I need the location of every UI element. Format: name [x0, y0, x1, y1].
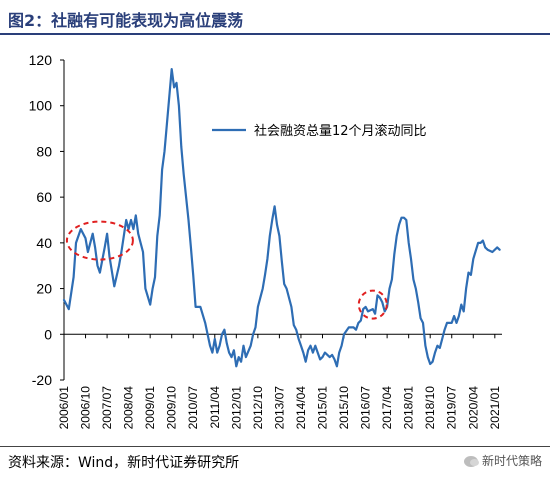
- figure-label: 图2：: [8, 11, 52, 30]
- x-tick-label: 2008/04: [122, 386, 136, 430]
- series-line: [62, 67, 501, 368]
- annotation-ellipse: [357, 289, 388, 320]
- x-tick-label: 2017/04: [380, 386, 394, 430]
- watermark-text: 新时代策略: [481, 454, 542, 468]
- x-tick-label: 2018/01: [402, 386, 416, 430]
- y-tick-label: 120: [29, 52, 53, 68]
- x-tick-label: 2021/01: [488, 386, 502, 430]
- y-tick-label: 100: [29, 98, 53, 114]
- x-tick-label: 2006/01: [57, 386, 71, 430]
- wechat-icon: [463, 456, 479, 467]
- x-tick-label: 2015/01: [315, 386, 329, 430]
- header-divider: [0, 33, 550, 35]
- x-tick-label: 2019/07: [445, 386, 459, 430]
- x-tick-label: 2010/07: [186, 386, 200, 430]
- x-tick-label: 2011/04: [208, 386, 222, 429]
- y-tick-label: 20: [36, 281, 52, 297]
- annotation-ellipse: [65, 220, 134, 261]
- x-tick-label: 2007/07: [100, 386, 114, 430]
- x-tick-label: 2012/10: [251, 386, 265, 430]
- x-tick-label: 2015/10: [337, 386, 351, 430]
- figure-title-text: 社融有可能表现为高位震荡: [51, 11, 244, 30]
- legend-label: 社会融资总量12个月滚动同比: [254, 123, 427, 139]
- y-tick-label: 0: [44, 326, 52, 342]
- x-tick-label: 2020/04: [466, 386, 480, 430]
- figure-title: 图2：社融有可能表现为高位震荡: [8, 7, 243, 31]
- x-tick-label: 2014/04: [294, 386, 308, 430]
- x-tick-label: 2009/10: [165, 386, 179, 430]
- x-tick-label: 2012/01: [229, 386, 243, 430]
- source-note: 资料来源：Wind，新时代证券研究所: [8, 455, 240, 471]
- y-tick-label: 40: [36, 235, 52, 251]
- footer-divider: [0, 446, 550, 447]
- y-tick-label: 60: [36, 189, 52, 205]
- x-tick-label: 2009/01: [143, 386, 157, 430]
- x-tick-label: 2006/10: [79, 386, 93, 430]
- line-chart: -20 0 20 40 60 80 100 120 2006/01 2006/10 2007/07 2…: [29, 52, 502, 430]
- figure-header: 图2：社融有可能表现为高位震荡: [0, 0, 550, 35]
- x-tick-label: 2018/10: [423, 386, 437, 430]
- y-tick-label: 80: [36, 143, 52, 159]
- x-tick-label: 2016/07: [359, 386, 373, 430]
- y-tick-label: -20: [32, 372, 52, 388]
- watermark: 新时代策略: [463, 452, 542, 469]
- x-tick-label: 2013/07: [272, 386, 286, 430]
